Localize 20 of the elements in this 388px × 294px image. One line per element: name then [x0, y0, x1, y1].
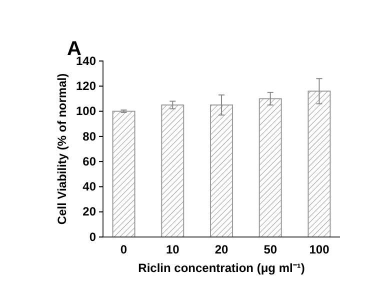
- bar: [161, 104, 184, 238]
- y-axis-title: Cell Viability (% of normal): [55, 73, 69, 225]
- x-tick-label: 10: [166, 242, 180, 257]
- y-tick-label: 60: [82, 154, 96, 168]
- x-tick-label: 0: [120, 242, 128, 257]
- y-tick-label: 80: [82, 129, 96, 144]
- x-tick-label: 20: [214, 242, 228, 257]
- y-tick-label: 140: [76, 54, 96, 68]
- y-tick-label: 120: [76, 78, 96, 93]
- bar: [308, 90, 331, 238]
- x-tick-label: 50: [264, 242, 278, 257]
- y-tick-label: 20: [82, 204, 96, 219]
- y-tick-label: 100: [76, 104, 96, 118]
- bar: [112, 110, 136, 238]
- y-tick-label: 40: [82, 180, 96, 194]
- bar: [258, 98, 282, 238]
- x-tick-label: 100: [309, 242, 330, 257]
- y-tick-label: 0: [89, 230, 96, 244]
- bar: [210, 104, 233, 238]
- x-axis-title: Riclin concentration (μg ml⁻¹): [138, 261, 305, 275]
